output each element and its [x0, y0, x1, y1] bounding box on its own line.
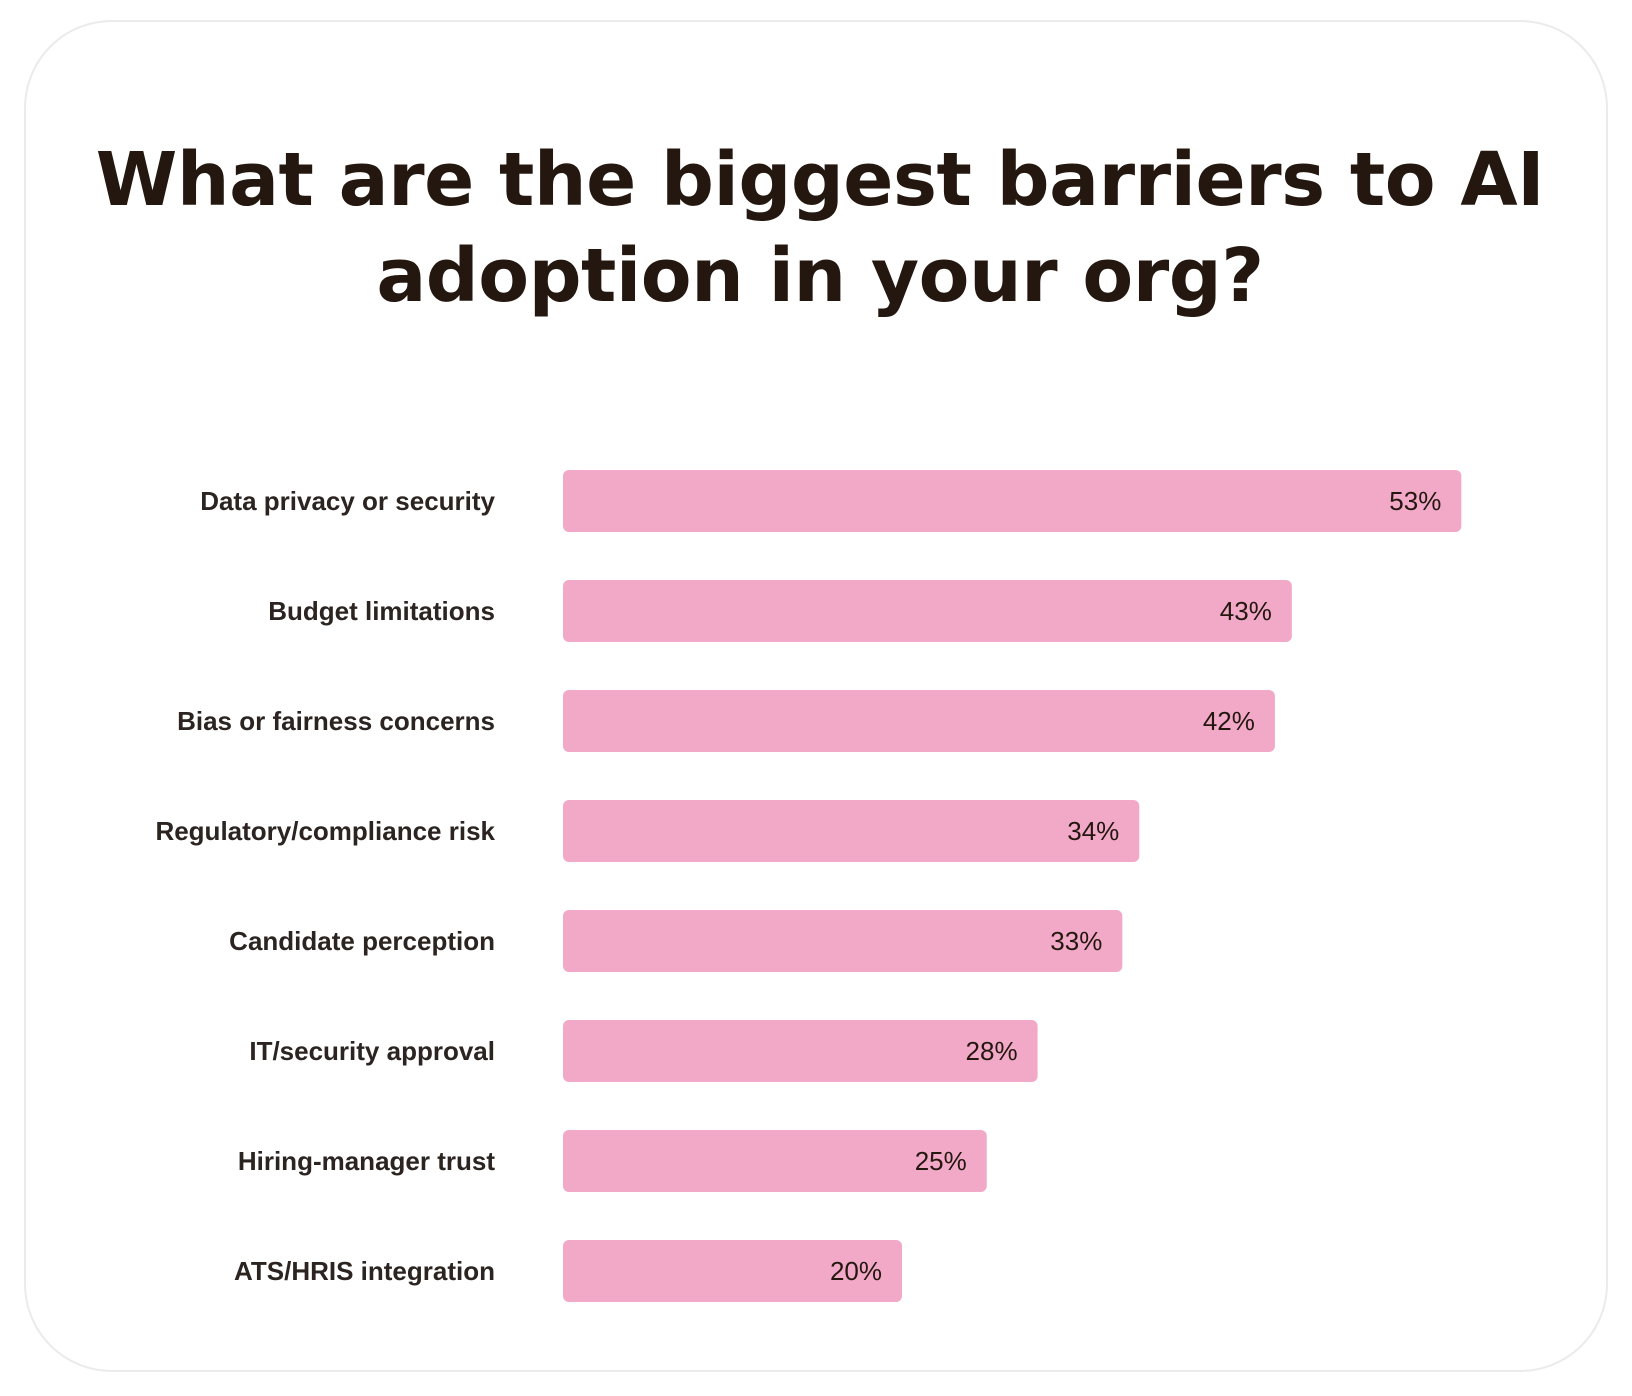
bar — [563, 580, 1292, 642]
bar — [563, 910, 1123, 972]
category-label: Budget limitations — [268, 596, 495, 626]
chart-title: What are the biggest barriers to AI adop… — [95, 137, 1545, 319]
category-label: ATS/HRIS integration — [234, 1256, 495, 1286]
value-label: 34% — [1067, 816, 1119, 846]
category-label: Regulatory/compliance risk — [155, 816, 495, 846]
category-label: Data privacy or security — [200, 486, 495, 516]
value-label: 33% — [1050, 926, 1102, 956]
category-label: Hiring-manager trust — [238, 1146, 495, 1176]
value-label: 43% — [1220, 596, 1272, 626]
value-label: 53% — [1389, 486, 1441, 516]
value-label: 20% — [830, 1256, 882, 1286]
bar — [563, 1130, 987, 1192]
bar — [563, 1020, 1038, 1082]
value-label: 28% — [966, 1036, 1018, 1066]
value-label: 42% — [1203, 706, 1255, 736]
category-label: Candidate perception — [229, 926, 495, 956]
bar — [563, 470, 1462, 532]
category-label: IT/security approval — [249, 1036, 495, 1066]
value-label: 25% — [915, 1146, 967, 1176]
bar — [563, 690, 1275, 752]
bar — [563, 1240, 902, 1302]
category-label: Bias or fairness concerns — [177, 706, 495, 736]
bar — [563, 800, 1140, 862]
